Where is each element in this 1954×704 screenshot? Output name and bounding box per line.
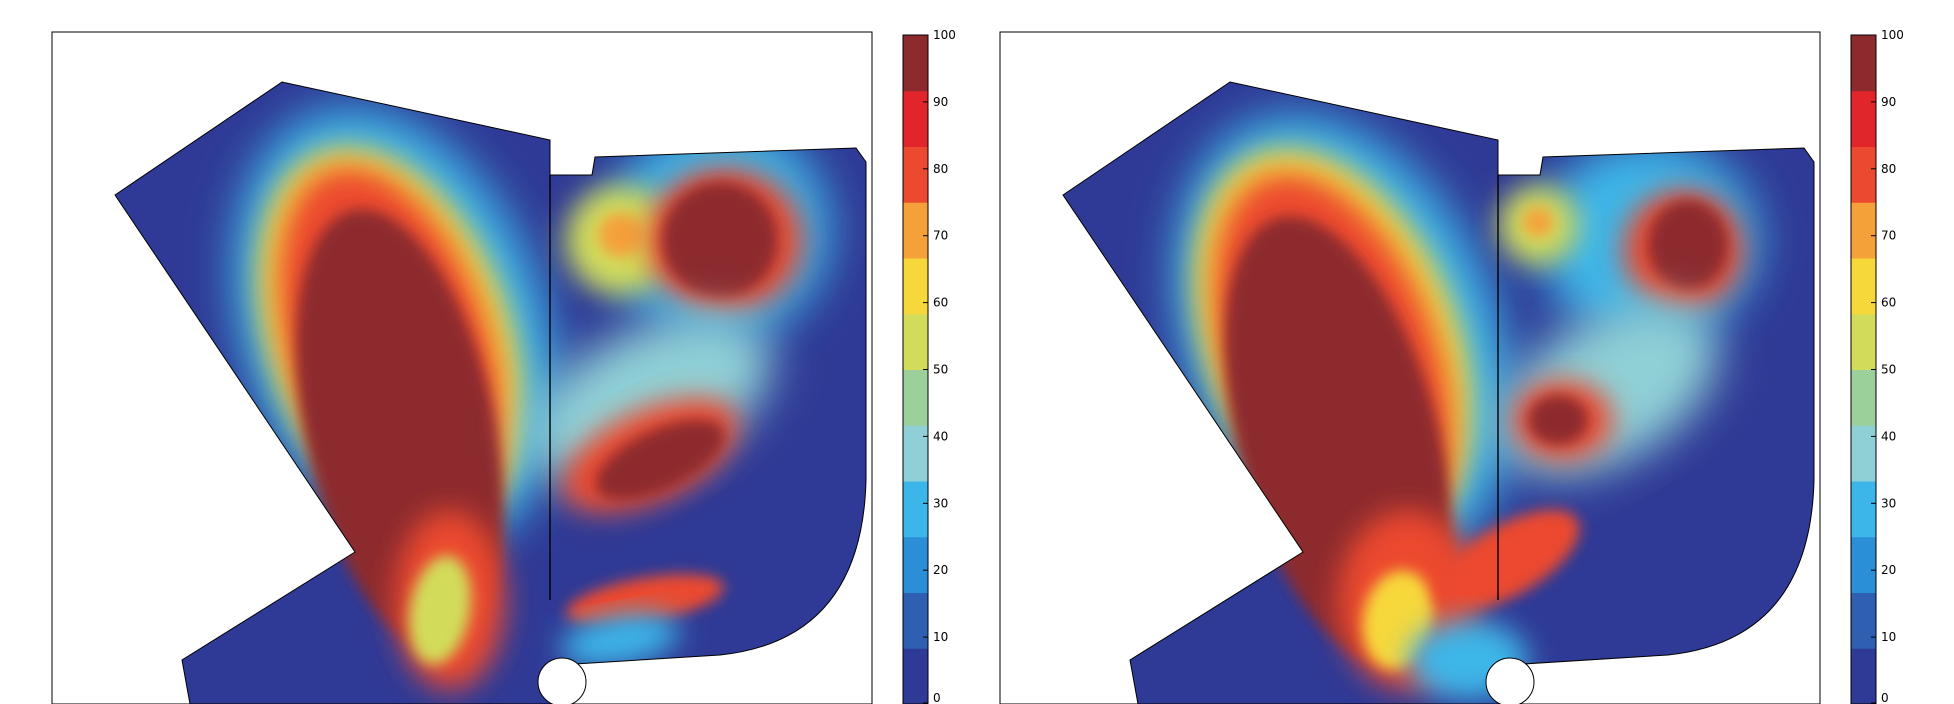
colorbar-segment-0: [903, 648, 928, 704]
colorbar-tick-label: 90: [933, 95, 948, 109]
colorbar-segment-0: [1851, 648, 1876, 704]
colorbar-tick-label: 0: [1881, 691, 1889, 704]
heat-field: [115, 82, 866, 704]
colorbar-segment-8: [1851, 202, 1876, 259]
colorbar-tick-label: 60: [1881, 296, 1896, 310]
colorbar-segment-7: [903, 258, 928, 315]
heat-blob-9: [1523, 207, 1553, 237]
colorbar-tick-label: 0: [933, 691, 941, 704]
heat-blob-14: [1528, 395, 1588, 445]
colorbar-segment-2: [1851, 536, 1876, 593]
colorbar-tick-label: 40: [1881, 429, 1896, 443]
heat-blob-15: [1436, 509, 1580, 611]
colorbar-tick-label: 100: [1881, 28, 1904, 42]
colorbar-segment-7: [1851, 258, 1876, 315]
circular-hole: [537, 657, 587, 704]
colorbar-segment-1: [1851, 592, 1876, 649]
colorbar-segment-8: [903, 202, 928, 259]
colorbar-tick-label: 30: [1881, 496, 1896, 510]
colorbar-segment-3: [1851, 481, 1876, 538]
colorbar-segment-5: [903, 369, 928, 426]
heat-blob-14: [595, 419, 725, 501]
heat-blob-6: [408, 555, 472, 665]
colorbar-tick-label: 70: [933, 229, 948, 243]
colorbar-tick-label: 10: [933, 630, 948, 644]
heat-blob-9: [598, 213, 642, 257]
colorbar-tick-label: 40: [933, 429, 948, 443]
colorbar-segment-4: [1851, 425, 1876, 482]
colorbar-tick-label: 100: [933, 28, 956, 42]
colorbar-segment-2: [903, 536, 928, 593]
colorbar-tick-label: 80: [1881, 162, 1896, 176]
colorbar-segment-1: [903, 592, 928, 649]
colorbar-tick-label: 50: [933, 363, 948, 377]
colorbar-segment-4: [903, 425, 928, 482]
colorbar-tick-label: 10: [1881, 630, 1896, 644]
colorbar-segment-10: [1851, 90, 1876, 147]
colorbar-tick-label: 20: [1881, 563, 1896, 577]
colorbar-tick-label: 80: [933, 162, 948, 176]
colorbar-segment-11: [1851, 35, 1876, 92]
heat-blob-11: [662, 182, 778, 298]
colorbar-tick-label: 50: [1881, 363, 1896, 377]
colorbar-segment-6: [1851, 313, 1876, 370]
colorbar-tick-label: 90: [1881, 95, 1896, 109]
colorbar-tick-label: 70: [1881, 229, 1896, 243]
heat-field: [1063, 82, 1814, 704]
heat-blob-11: [1648, 200, 1728, 290]
circular-hole: [1485, 657, 1535, 704]
colorbar-tick-label: 30: [933, 496, 948, 510]
colorbar-segment-10: [903, 90, 928, 147]
heat-blob-16: [560, 613, 680, 667]
colorbar-segment-11: [903, 35, 928, 92]
colorbar-segment-9: [903, 146, 928, 203]
colorbar-segment-3: [903, 481, 928, 538]
colorbar-segment-9: [1851, 146, 1876, 203]
colorbar-segment-5: [1851, 369, 1876, 426]
colorbar-segment-6: [903, 313, 928, 370]
colorbar-tick-label: 20: [933, 563, 948, 577]
colorbar-tick-label: 60: [933, 296, 948, 310]
heat-blob-15: [566, 574, 724, 626]
